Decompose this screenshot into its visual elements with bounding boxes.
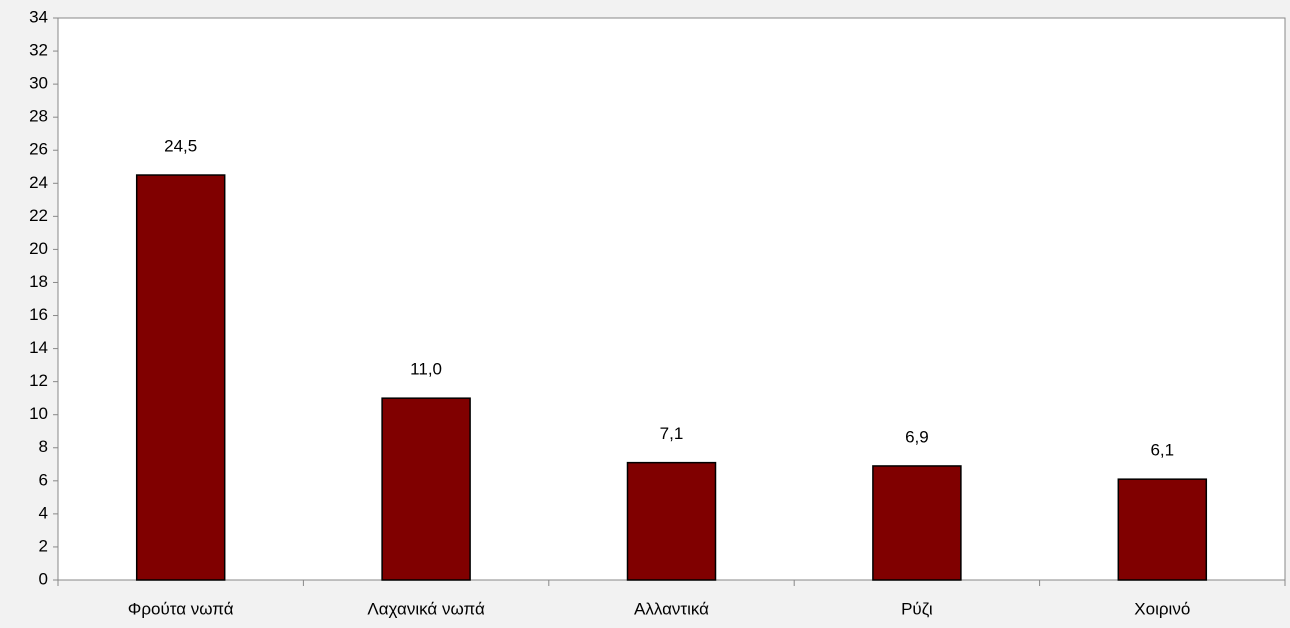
y-tick-label: 32 — [29, 41, 48, 60]
y-tick-label: 28 — [29, 107, 48, 126]
y-tick-label: 14 — [29, 338, 48, 357]
y-tick-label: 18 — [29, 272, 48, 291]
y-tick-label: 22 — [29, 206, 48, 225]
value-label: 24,5 — [164, 137, 197, 156]
y-tick-label: 0 — [39, 569, 48, 588]
y-tick-label: 30 — [29, 74, 48, 93]
y-tick-label: 4 — [39, 503, 48, 522]
y-tick-label: 8 — [39, 437, 48, 456]
bar — [1117, 478, 1208, 581]
bar — [626, 461, 717, 581]
y-tick-label: 20 — [29, 239, 48, 258]
x-tick-label: Αλλαντικά — [634, 599, 709, 618]
y-tick-label: 6 — [39, 470, 48, 489]
value-label: 6,9 — [905, 427, 929, 446]
y-tick-label: 16 — [29, 305, 48, 324]
y-tick-label: 24 — [29, 173, 48, 192]
y-tick-label: 12 — [29, 371, 48, 390]
x-tick-label: Ρύζι — [901, 599, 933, 618]
value-label: 6,1 — [1150, 441, 1174, 460]
y-tick-label: 34 — [29, 7, 48, 26]
y-tick-label: 10 — [29, 404, 48, 423]
x-tick-label: Λαχανικά νωπά — [367, 599, 485, 618]
x-tick-label: Χοιρινό — [1134, 599, 1190, 618]
x-tick-label: Φρούτα νωπά — [128, 599, 234, 618]
y-tick-label: 26 — [29, 140, 48, 159]
y-tick-label: 2 — [39, 536, 48, 555]
bar — [381, 397, 471, 581]
bar — [135, 174, 226, 581]
bar — [872, 465, 962, 581]
value-label: 7,1 — [660, 424, 684, 443]
value-label: 11,0 — [410, 360, 442, 379]
